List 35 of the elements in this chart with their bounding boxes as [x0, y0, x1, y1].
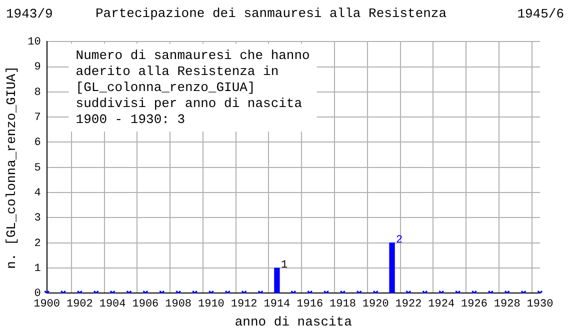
y-tick-label: 9: [34, 62, 41, 74]
y-tick-label: 3: [34, 212, 41, 225]
y-axis-title: n. [GL_colonna_renzo_GIUA]: [4, 66, 20, 269]
y-tick-label: 8: [34, 86, 41, 99]
x-tick-label: 1914: [264, 298, 291, 311]
x-tick-label: 1920: [362, 298, 389, 311]
text: 1945/6: [517, 6, 564, 22]
x-tick-label: 1900: [34, 298, 60, 311]
y-tick-label: 0: [34, 288, 41, 300]
y-tick-label: 1: [34, 262, 42, 275]
y-tick-label: 5: [34, 162, 41, 174]
chart-title: Partecipazione dei sanmauresi alla Resistenza: [95, 6, 447, 22]
annotation: Numero di sanmauresi che hanno aderito alla Resistenza in [GL_colonna_renzo_GIUA] suddivisi per anno di nascita 1900 - 1930: 3: [76, 48, 310, 128]
x-tick-label: 1924: [428, 298, 455, 311]
x-tick-label: 1918: [330, 298, 356, 311]
x-tick-label: 1926: [461, 298, 488, 311]
data-label: 1: [280, 259, 288, 272]
x-tick-label: 1916: [296, 298, 324, 311]
x-tick-label: 1930: [526, 298, 554, 311]
data-label: 2: [396, 234, 403, 246]
x-tick-label: 1922: [395, 298, 422, 311]
x-tick-label: 1902: [66, 298, 93, 311]
text: 1943/9: [6, 6, 53, 22]
x-tick-label: 1910: [198, 298, 224, 311]
y-tick-label: 6: [34, 137, 41, 150]
y-tick-label: 7: [34, 112, 41, 124]
x-tick-label: 1908: [165, 298, 192, 311]
x-tick-label: 1904: [99, 298, 126, 311]
x-tick-label: 1912: [230, 298, 258, 311]
y-tick-label: 2: [34, 238, 41, 250]
x-tick-label: 1928: [494, 298, 520, 311]
x-tick-label: 1906: [132, 298, 159, 311]
y-tick-label: 10: [28, 36, 41, 49]
x-axis-title: anno di nascita: [234, 314, 352, 330]
y-tick-label: 4: [34, 187, 42, 200]
